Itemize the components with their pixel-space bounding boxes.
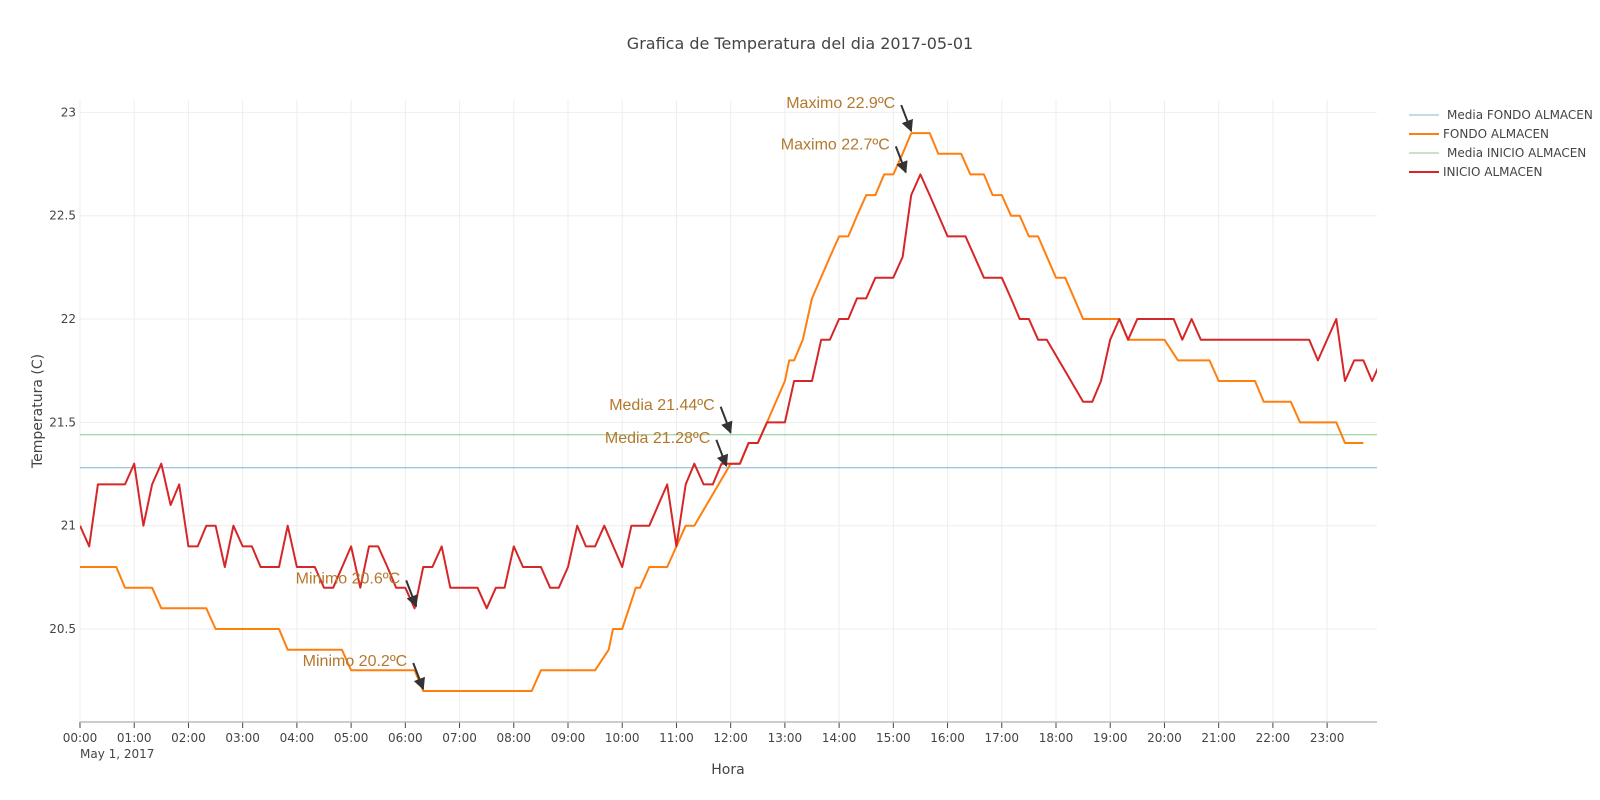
y-tick-label: 21 — [61, 519, 76, 533]
annotation-arrow — [900, 104, 913, 133]
x-tick-label: 14:00 — [822, 731, 857, 745]
x-tick-label: 18:00 — [1039, 731, 1074, 745]
annotation-arrow — [412, 662, 425, 691]
legend-label: Media INICIO ALMACEN — [1447, 146, 1586, 160]
y-tick-label: 22.5 — [49, 209, 76, 223]
x-tick-label: 00:00 — [63, 731, 98, 745]
series-lines — [80, 132, 1377, 692]
x-tick-label: 16:00 — [930, 731, 965, 745]
annotation-label: Minimo 20.2ºC — [303, 653, 408, 670]
annotation-label: Minimo 20.6ºC — [296, 570, 401, 587]
annotation-arrow — [894, 146, 908, 174]
annotation-label: Media 21.44ºC — [609, 397, 714, 414]
series-line-inicio-almacen — [80, 173, 1377, 610]
x-tick-label: 13:00 — [768, 731, 803, 745]
x-axis-title: Hora — [711, 762, 744, 778]
annotation-label: Media 21.28ºC — [605, 430, 710, 447]
x-tick-label: 17:00 — [984, 731, 1019, 745]
x-axis-date-label: May 1, 2017 — [80, 747, 154, 761]
annotations: Maximo 22.9ºC Maximo 22.7ºC Media 21.44ºC M… — [296, 95, 913, 691]
annotation-label: Maximo 22.9ºC — [786, 95, 895, 112]
x-tick-label: 02:00 — [171, 731, 206, 745]
x-tick-label: 22:00 — [1256, 731, 1291, 745]
axes: 00:00 01:00 02:00 03:00 04:00 05:00 06:00 07:00… — [49, 105, 1377, 745]
x-tick-label: 12:00 — [713, 731, 748, 745]
annotation-arrow — [719, 406, 733, 434]
x-tick-label: 07:00 — [442, 731, 477, 745]
x-tick-label: 06:00 — [388, 731, 423, 745]
x-tick-label: 11:00 — [659, 731, 694, 745]
x-tick-label: 09:00 — [551, 731, 586, 745]
chart-title: Grafica de Temperatura del dia 2017-05-0… — [627, 34, 973, 53]
grid — [79, 100, 1377, 722]
annotation-label: Maximo 22.7ºC — [781, 136, 890, 153]
x-tick-label: 20:00 — [1147, 731, 1182, 745]
y-axis-title: Temperatura (C) — [30, 354, 46, 469]
x-tick-label: 10:00 — [605, 731, 640, 745]
x-tick-label: 03:00 — [225, 731, 260, 745]
x-tick-label: 19:00 — [1093, 731, 1128, 745]
y-tick-label: 22 — [61, 312, 76, 326]
x-tick-label: 01:00 — [117, 731, 152, 745]
x-tick-label: 15:00 — [876, 731, 911, 745]
legend: Media FONDO ALMACEN FONDO ALMACEN Media IN… — [1409, 108, 1593, 179]
y-tick-label: 20.5 — [49, 622, 76, 636]
y-tick-label: 23 — [61, 105, 76, 119]
legend-label: FONDO ALMACEN — [1443, 127, 1549, 141]
legend-label: Media FONDO ALMACEN — [1447, 108, 1593, 122]
annotation-arrow — [715, 439, 729, 467]
x-tick-label: 23:00 — [1310, 731, 1345, 745]
x-tick-label: 21:00 — [1201, 731, 1236, 745]
legend-label: INICIO ALMACEN — [1443, 165, 1542, 179]
x-tick-label: 05:00 — [334, 731, 369, 745]
y-tick-label: 21.5 — [49, 415, 76, 429]
x-tick-label: 08:00 — [496, 731, 531, 745]
annotation-arrow — [405, 579, 418, 608]
x-tick-label: 04:00 — [280, 731, 315, 745]
